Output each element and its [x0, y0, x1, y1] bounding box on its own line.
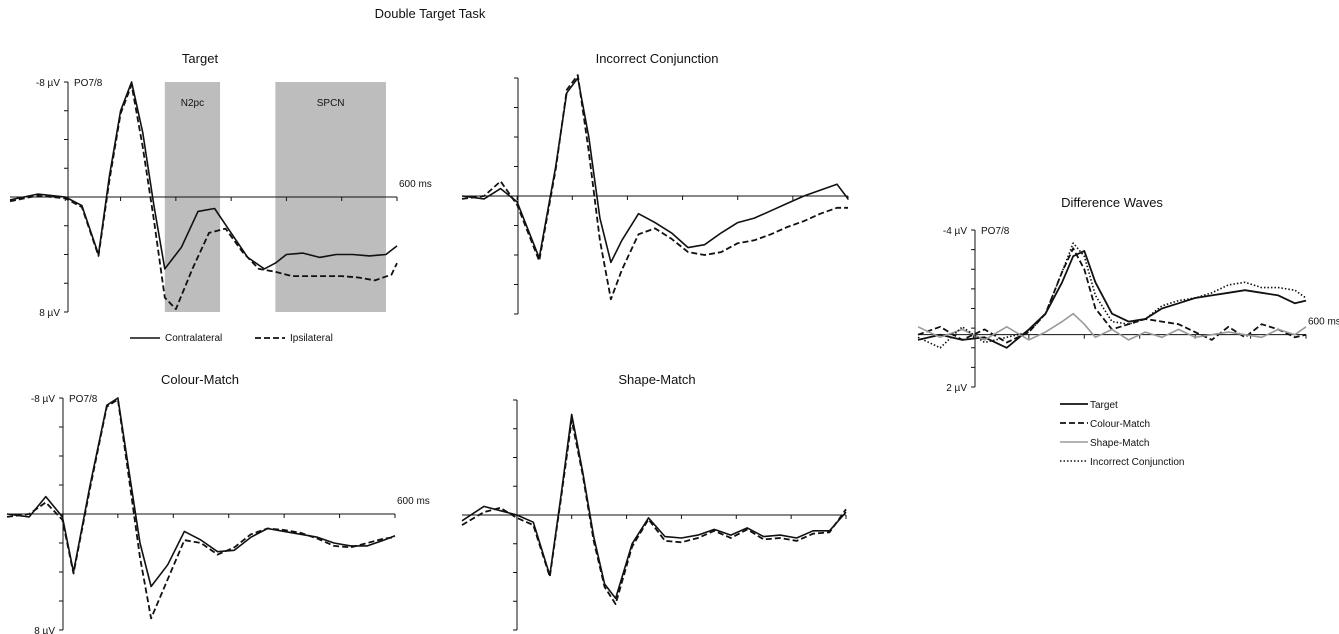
series-line-dotted [917, 242, 1307, 349]
window-label: N2pc [181, 98, 204, 109]
series-line-dashed [461, 74, 848, 301]
chart-colour-match: Colour-Match -8 µV 8 µV PO7/8 600 ms [6, 372, 430, 634]
legend-label: Shape-Match [1090, 438, 1149, 449]
channel-label: PO7/8 [74, 78, 103, 89]
y-bottom-label: 8 µV [34, 626, 55, 634]
chart-title: Incorrect Conjunction [596, 51, 719, 66]
series-line-dashed [461, 419, 847, 605]
chart-shape-match: Shape-Match [461, 372, 847, 631]
chart-title: Colour-Match [161, 372, 239, 387]
legend-label: Target [1090, 400, 1118, 411]
chart-title: Difference Waves [1061, 195, 1163, 210]
chart-incorrect-conjunction: Incorrect Conjunction [461, 51, 849, 315]
chart-difference-waves: Difference Waves -4 µV 2 µV PO7/8 600 ms Targ… [917, 195, 1339, 468]
y-bottom-label: 8 µV [39, 308, 60, 319]
y-top-label: -4 µV [943, 226, 967, 237]
chart-title: Shape-Match [618, 372, 695, 387]
x-end-label: 600 ms [399, 179, 432, 190]
x-end-label: 600 ms [1308, 317, 1339, 328]
charts-container: Target N2pc SPCN -8 µV 8 µV PO7/8 600 ms Contra… [6, 51, 1339, 634]
channel-label: PO7/8 [69, 394, 98, 405]
series-line-dashed [917, 247, 1307, 344]
series-line-solid [461, 413, 847, 600]
series-line-solid [461, 77, 849, 264]
chart-target: Target N2pc SPCN -8 µV 8 µV PO7/8 600 ms Contra… [9, 51, 432, 344]
x-end-label: 600 ms [397, 496, 430, 507]
y-top-label: -8 µV [36, 78, 60, 89]
legend-label: Ipsilateral [290, 333, 333, 344]
legend-label: Contralateral [165, 333, 222, 344]
chart-title: Target [182, 51, 219, 66]
series-line-solid [6, 397, 396, 588]
series-line-solid-black [917, 250, 1307, 349]
y-bottom-label: 2 µV [946, 383, 967, 394]
window-label: SPCN [317, 98, 345, 109]
series-line-solid [9, 81, 398, 270]
y-top-label: -8 µV [31, 394, 55, 405]
channel-label: PO7/8 [981, 226, 1010, 237]
figure-title: Double Target Task [375, 6, 486, 21]
legend-label: Colour-Match [1090, 419, 1150, 430]
series-line-solid-gray [917, 312, 1307, 341]
legend-label: Incorrect Conjunction [1090, 457, 1185, 468]
series-line-dashed [6, 398, 396, 620]
series-line-dashed [9, 84, 398, 310]
